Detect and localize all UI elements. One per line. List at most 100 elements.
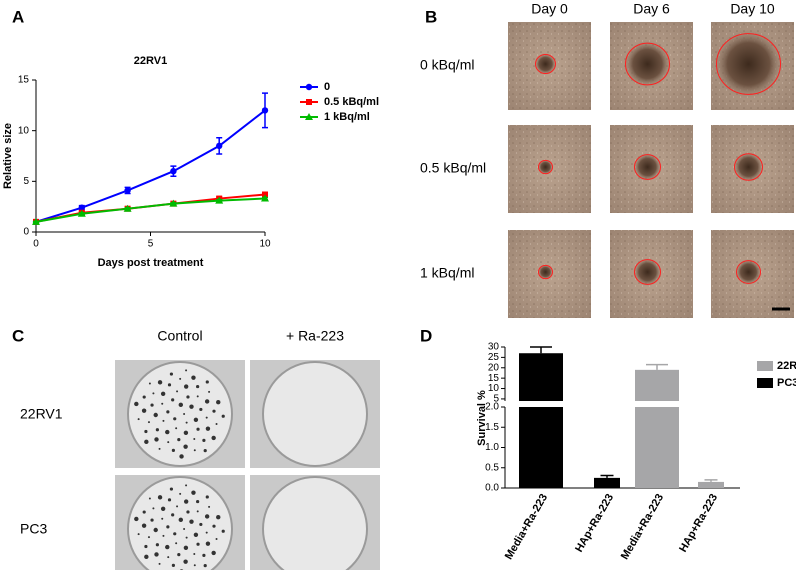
colony (166, 410, 170, 414)
colony (167, 441, 170, 444)
spheroid-outline (538, 159, 553, 175)
colony (157, 380, 163, 385)
x-tick-label: HAp+Ra-223 (677, 492, 720, 554)
colony (141, 523, 147, 528)
colony (186, 510, 190, 514)
spheroid-outline (538, 264, 553, 280)
spheroid-outline (625, 42, 670, 86)
colony (189, 404, 194, 409)
colony (183, 545, 189, 550)
colony (185, 369, 188, 372)
colony (205, 531, 208, 534)
colony (183, 430, 189, 435)
colony (141, 408, 147, 413)
colony (212, 524, 216, 528)
x-tick-label: 0 (33, 239, 39, 250)
colony (167, 556, 170, 559)
colony (167, 383, 172, 387)
colony (167, 498, 172, 502)
colony (175, 542, 178, 545)
colony (189, 519, 194, 524)
legend-label: PC3 (777, 377, 796, 389)
colony (166, 525, 170, 529)
colony (191, 375, 196, 380)
colony (144, 554, 149, 560)
colony (176, 390, 179, 393)
column-label: Day 6 (633, 1, 670, 17)
spheroid (534, 53, 557, 75)
row-label: 0 kBq/ml (420, 57, 474, 73)
colony (196, 542, 200, 546)
colony (193, 564, 196, 567)
colony (183, 444, 188, 449)
colony (196, 384, 200, 389)
colony (134, 516, 139, 522)
colony (137, 418, 140, 421)
colony (171, 448, 175, 452)
x-tick-label: 10 (259, 239, 271, 250)
colony (178, 402, 184, 408)
spheroid-outline (716, 33, 781, 95)
colony (173, 417, 177, 421)
colony (144, 544, 148, 549)
colony (221, 529, 225, 533)
row-label: 0.5 kBq/ml (420, 160, 486, 176)
colony (154, 437, 159, 442)
spheroid (633, 257, 662, 287)
spheroid-outline (736, 260, 761, 284)
colony (185, 484, 188, 487)
x-tick-label: 5 (148, 239, 154, 250)
y-tick-label: 25 (488, 352, 500, 363)
colony (171, 563, 175, 567)
colony (204, 399, 210, 404)
row-label: PC3 (20, 521, 47, 537)
legend-swatch (757, 361, 773, 371)
y-tick-label: 10 (18, 125, 30, 136)
colony (150, 518, 154, 522)
colony (193, 449, 196, 452)
series-line (35, 109, 266, 223)
colony (155, 428, 159, 432)
spheroid (537, 159, 554, 175)
legend-marker (306, 99, 312, 105)
colony (137, 533, 140, 536)
legend-label: 1 kBq/ml (324, 111, 370, 123)
series-line (35, 193, 266, 223)
colony (158, 562, 161, 565)
data-point (170, 168, 177, 175)
colony (152, 392, 155, 395)
panel-label: D (420, 326, 432, 345)
colony (144, 429, 148, 434)
colony (193, 552, 196, 555)
data-point (216, 142, 223, 150)
y-tick-label: 0.0 (485, 483, 499, 494)
error-bar (600, 474, 614, 478)
colony (155, 543, 159, 547)
legend-label: 22RV1 (777, 360, 796, 372)
y-tick-label: 10 (488, 383, 500, 394)
colony (171, 513, 175, 517)
colony (183, 384, 189, 389)
x-axis-label: Days post treatment (98, 257, 204, 269)
colony (165, 544, 170, 550)
y-tick-label: 1.0 (485, 442, 499, 453)
colony (216, 399, 221, 405)
colony (162, 419, 165, 422)
colony (147, 536, 150, 539)
panel-label: C (12, 326, 24, 345)
colony (205, 416, 208, 419)
series-line (35, 197, 266, 223)
colony (204, 514, 210, 519)
y-tick-label: 30 (488, 342, 500, 353)
colony (176, 505, 179, 508)
colony (211, 435, 216, 441)
spheroid (623, 39, 672, 89)
colony (205, 495, 209, 499)
colony (169, 372, 174, 376)
colony (196, 499, 200, 504)
error-bar (704, 479, 718, 482)
colony (160, 506, 166, 512)
colony (161, 402, 164, 405)
error-bar (646, 363, 668, 370)
